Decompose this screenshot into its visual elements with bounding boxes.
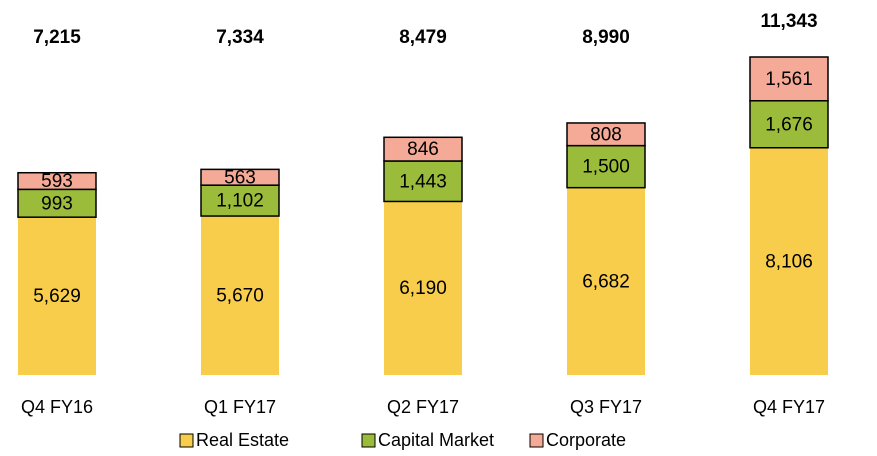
x-tick-label: Q1 FY17	[204, 397, 276, 417]
bar-segment	[749, 100, 829, 149]
value-label: 808	[590, 124, 622, 145]
bar-segment	[749, 56, 829, 102]
bar-segment	[750, 147, 828, 375]
value-label: 5,670	[216, 286, 264, 307]
value-label: 5,629	[33, 286, 81, 307]
bar-segment	[201, 216, 279, 375]
value-label: 1,561	[765, 69, 813, 90]
legend-swatch	[179, 433, 194, 448]
bar-segment	[18, 217, 96, 375]
value-label: 1,443	[399, 171, 447, 192]
bar-segment	[383, 136, 463, 162]
bar-segment	[567, 187, 645, 375]
value-label: 6,190	[399, 278, 447, 299]
total-label: 8,990	[582, 27, 630, 48]
value-label: 993	[41, 193, 73, 214]
x-tick-label: Q2 FY17	[387, 397, 459, 417]
legend-label: Capital Market	[378, 430, 494, 450]
legend-label: Real Estate	[196, 430, 289, 450]
legend-swatch	[361, 433, 376, 448]
bar-segment	[17, 188, 97, 218]
total-label: 8,479	[399, 27, 447, 48]
x-tick-label: Q4 FY17	[753, 397, 825, 417]
value-label: 1,676	[765, 114, 813, 135]
value-label: 593	[41, 171, 73, 192]
x-tick-label: Q3 FY17	[570, 397, 642, 417]
bar-segment	[383, 160, 463, 203]
bar-segment	[566, 122, 646, 147]
legend-swatch	[529, 433, 544, 448]
legend-label: Corporate	[546, 430, 626, 450]
total-label: 7,215	[33, 27, 81, 48]
value-label: 563	[224, 167, 256, 188]
value-label: 1,500	[582, 157, 630, 178]
total-label: 7,334	[216, 27, 264, 48]
value-label: 8,106	[765, 251, 813, 272]
value-label: 1,102	[216, 191, 264, 212]
bar-segment	[200, 168, 280, 186]
x-tick-label: Q4 FY16	[21, 397, 93, 417]
value-label: 846	[407, 139, 439, 160]
bar-segment	[17, 171, 97, 191]
total-label: 11,343	[760, 11, 817, 32]
value-label: 6,682	[582, 271, 630, 292]
bar-segment	[200, 184, 280, 217]
bar-segment	[384, 201, 462, 375]
